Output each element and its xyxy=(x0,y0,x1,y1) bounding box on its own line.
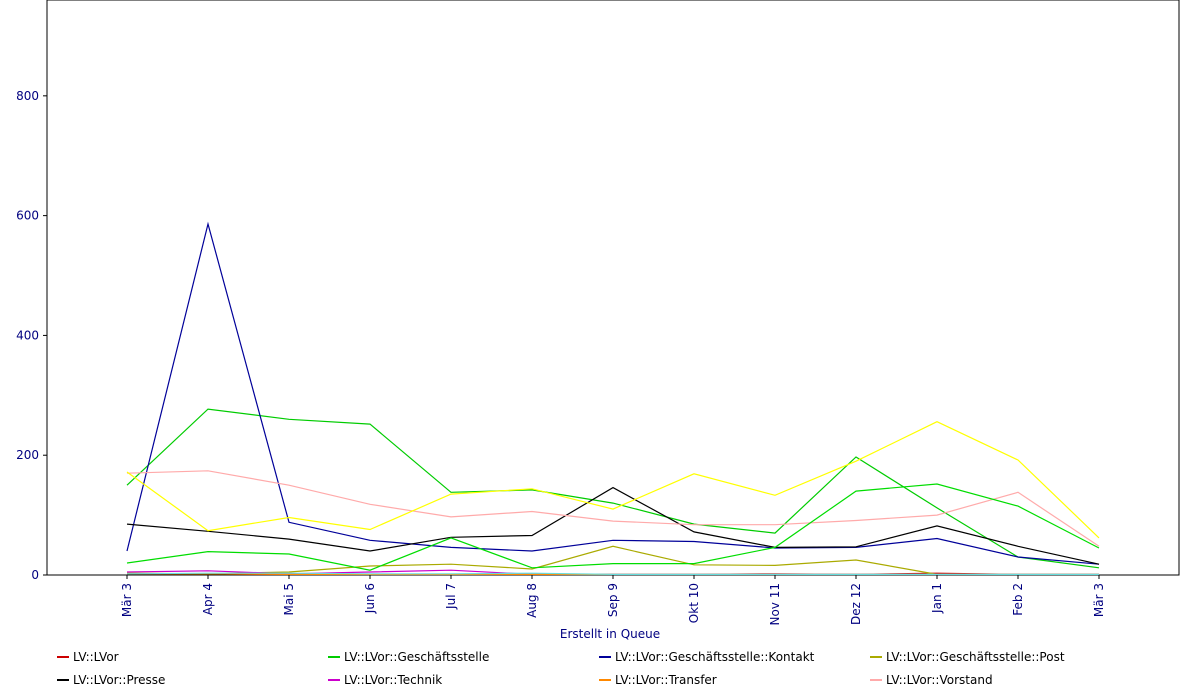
y-tick-label: 800 xyxy=(16,89,39,103)
legend-item: LV::LVor xyxy=(57,646,119,668)
series-line-4 xyxy=(126,486,1100,565)
x-tick-label: Dez 12 xyxy=(849,583,863,625)
x-tick-label: Mai 5 xyxy=(282,583,296,616)
line-chart: 0 200 400 600 800 Mär 3 Apr 4 Mai 5 Jun 6 Jul 7 A… xyxy=(16,0,1180,641)
series-line-7 xyxy=(126,470,1100,547)
legend-item: LV::LVor::Transfer xyxy=(599,669,717,691)
series-line-8 xyxy=(126,421,1100,539)
y-axis: 0 200 400 600 800 xyxy=(16,89,47,582)
y-tick-label: 400 xyxy=(16,328,39,342)
legend-swatch xyxy=(599,656,611,658)
legend-swatch xyxy=(870,656,882,658)
x-tick-label: Aug 8 xyxy=(525,583,539,618)
legend-item: LV::LVor::Vorstand xyxy=(870,669,993,691)
legend-item: LV::LVor::Geschäftsstelle::Kontakt xyxy=(599,646,814,668)
y-tick-label: 200 xyxy=(16,448,39,462)
legend-swatch xyxy=(328,679,340,681)
x-tick-label: Jul 7 xyxy=(444,583,458,610)
legend-label: LV::LVor::Vorstand xyxy=(886,673,993,687)
legend-swatch xyxy=(57,679,69,681)
plot-area-frame xyxy=(46,0,1180,576)
x-tick-label: Jan 1 xyxy=(930,583,944,614)
x-tick-label: Feb 2 xyxy=(1011,583,1025,616)
series-line-10 xyxy=(126,572,1099,576)
x-tick-label: Apr 4 xyxy=(201,583,215,615)
x-axis: Mär 3 Apr 4 Mai 5 Jun 6 Jul 7 Aug 8 Sep 9 Okt 1… xyxy=(120,575,1106,626)
legend-label: LV::LVor xyxy=(73,650,119,664)
x-tick-label: Mär 3 xyxy=(1092,583,1106,617)
legend-swatch xyxy=(57,656,69,658)
legend-item: LV::LVor::Presse xyxy=(57,669,165,691)
legend-swatch xyxy=(870,679,882,681)
legend-item: LV::LVor::Geschäftsstelle xyxy=(328,646,489,668)
x-tick-label: Okt 10 xyxy=(687,583,701,623)
x-tick-label: Nov 11 xyxy=(768,583,782,626)
series-line-9 xyxy=(126,483,1100,571)
legend-label: LV::LVor::Technik xyxy=(344,673,443,687)
x-tick-label: Sep 9 xyxy=(606,583,620,617)
series-lines xyxy=(126,221,1100,576)
x-tick-label: Mär 3 xyxy=(120,583,134,617)
y-tick-label: 0 xyxy=(31,568,39,582)
legend-label: LV::LVor::Transfer xyxy=(615,673,717,687)
legend-swatch xyxy=(328,656,340,658)
x-tick-label: Jun 6 xyxy=(363,583,377,614)
legend: LV::LVor LV::LVor::Geschäftsstelle LV::LVo… xyxy=(0,646,1200,690)
legend-item: LV::LVor::Geschäftsstelle::Post xyxy=(870,646,1065,668)
y-tick-label: 600 xyxy=(16,209,39,223)
legend-item: LV::LVor::Technik xyxy=(328,669,442,691)
legend-label: LV::LVor::Geschäftsstelle::Post xyxy=(886,650,1065,664)
legend-label: LV::LVor::Geschäftsstelle xyxy=(344,650,490,664)
legend-label: LV::LVor::Presse xyxy=(73,673,166,687)
series-line-2 xyxy=(126,221,1100,565)
series-line-1 xyxy=(126,408,1100,569)
legend-swatch xyxy=(599,679,611,681)
legend-label: LV::LVor::Geschäftsstelle::Kontakt xyxy=(615,650,815,664)
x-axis-label: Erstellt in Queue xyxy=(560,627,660,641)
